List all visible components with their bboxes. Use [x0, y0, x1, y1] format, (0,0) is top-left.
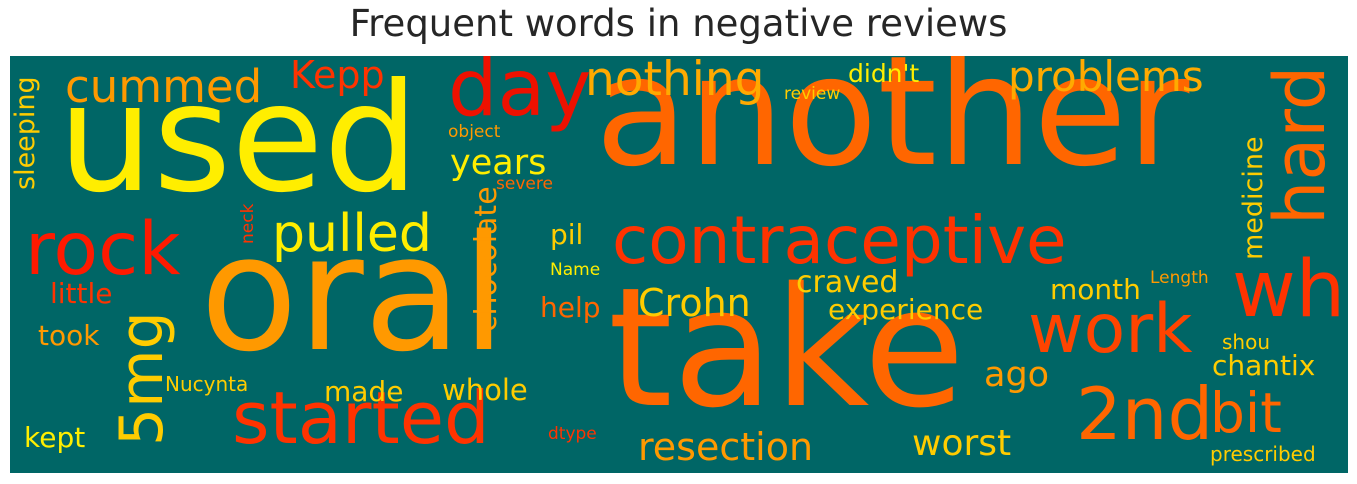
word-worst: worst [912, 423, 1012, 464]
word-oral: oral [200, 200, 507, 387]
word-contraceptive: contraceptive [612, 202, 1067, 279]
word-craved: craved [796, 265, 899, 300]
word-severe: severe [496, 174, 553, 194]
word-day: day [448, 56, 592, 134]
word-chocolate: chocolate [469, 186, 504, 332]
word-name: Name [550, 260, 601, 280]
word-pulled: pulled [272, 204, 432, 264]
word-pil: pil [550, 218, 584, 251]
word-crohn: Crohn [638, 281, 751, 325]
word-neck: neck [238, 203, 258, 244]
word-started: started [232, 376, 490, 460]
word-ago: ago [984, 355, 1050, 395]
word-didn-t: didn't [848, 59, 920, 88]
word-shou: shou [1222, 330, 1271, 354]
word-hard: hard [1259, 65, 1341, 225]
word-nothing: nothing [585, 56, 765, 107]
word-kept: kept [24, 421, 86, 454]
word-wh: wh [1232, 245, 1346, 335]
word-month: month [1050, 273, 1141, 306]
word-used: used [58, 56, 419, 226]
word-dtype: dtype [548, 424, 597, 444]
word-years: years [450, 143, 547, 183]
word-cloud: another oral used take contraceptive started r… [10, 56, 1348, 473]
word-object: object [448, 122, 501, 142]
word-prescribed: prescribed [1210, 442, 1316, 466]
word-rock: rock [25, 207, 181, 292]
word-length: Length [1150, 268, 1209, 288]
word-medicine: medicine [1238, 136, 1269, 260]
word-review: review [784, 84, 841, 104]
chart-title: Frequent words in negative reviews [349, 2, 1008, 45]
word-little: little [50, 277, 113, 310]
word-kepp: Kepp [290, 56, 385, 97]
word-sleeping: sleeping [10, 76, 41, 190]
word-2nd: 2nd [1076, 372, 1214, 456]
word-experience: experience [828, 293, 984, 326]
word-whole: whole [442, 373, 528, 407]
word-cummed: cummed [65, 60, 263, 113]
word-work: work [1028, 290, 1193, 369]
word-take: take [608, 252, 965, 444]
word-5mg: 5mg [107, 311, 177, 446]
word-nucynta: Nucynta [165, 372, 249, 396]
word-help: help [540, 291, 601, 324]
word-made: made [324, 375, 404, 408]
word-bit: bit [1210, 381, 1282, 445]
word-took: took [38, 319, 100, 352]
word-problems: problems [1008, 56, 1204, 101]
word-chantix: chantix [1212, 349, 1316, 382]
word-another: another [595, 56, 1190, 200]
word-resection: resection [638, 425, 814, 469]
